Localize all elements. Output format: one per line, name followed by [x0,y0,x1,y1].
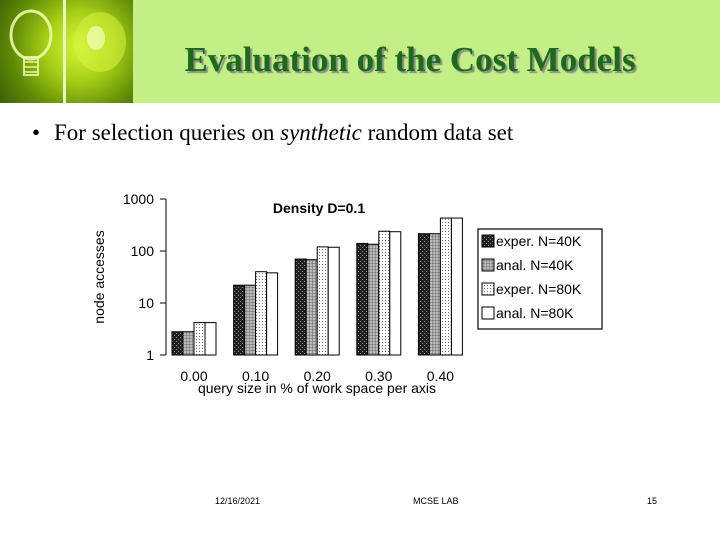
slide-title: Evaluation of the Cost Models [184,40,636,79]
bar [244,284,257,356]
legend-label: anal. N=40K [496,257,574,273]
bar [428,233,441,356]
bullet-text-emph: synthetic [280,120,362,145]
bullet-dot: • [32,120,41,145]
bullet-text-after: random data set [361,120,514,145]
x-tick-label: 0.20 [304,368,331,384]
legend-swatch [481,258,495,272]
bullet-text: • For selection queries on synthetic rand… [32,120,513,146]
legend-box [477,228,603,330]
bar [356,242,369,356]
footer-date: 12/16/2021 [215,496,261,506]
bullet-text-before: For selection queries on [54,120,281,145]
bar [204,322,217,356]
y-tick-label: 100 [131,243,155,259]
bar [294,258,307,356]
slide-header: Evaluation of the Cost Models [0,0,720,103]
bar [439,217,452,356]
bar [316,246,329,356]
bar [417,233,430,356]
legend-label: exper. N=40K [496,233,582,249]
x-tick-label: 0.40 [427,368,454,384]
x-tick-label: 0.10 [242,368,269,384]
bar [327,246,340,356]
chart-title: Density D=0.1 [273,200,365,216]
lightbulb-image [0,0,133,103]
bar [378,230,391,356]
y-axis-label: node accesses [91,230,107,323]
legend-swatch [481,234,495,248]
bar-chart: 1 10 100 1000 node accesses Density D=0.1 0.00… [84,185,624,405]
bar [389,231,402,356]
bar [266,272,279,356]
footer-center: MCSE LAB [413,496,459,506]
y-tick-label: 1000 [123,191,154,207]
legend-swatch [481,306,495,320]
bar [255,271,268,356]
bar [450,217,463,356]
y-tick-label: 10 [138,295,154,311]
x-tick-label: 0.00 [180,368,207,384]
legend-swatch [481,282,495,296]
bar [193,322,206,356]
bar [367,243,380,356]
x-tick-label: 0.30 [365,368,392,384]
bar [233,284,246,356]
bar [305,259,318,356]
legend-label: anal. N=80K [496,305,574,321]
y-tick-label: 1 [146,347,154,363]
bar [182,331,195,356]
footer-page-number: 15 [647,496,658,506]
bar [171,331,184,356]
legend-label: exper. N=80K [496,281,582,297]
x-axis-label: query size in % of work space per axis [198,380,436,396]
chart-svg: 1 10 100 1000 node accesses Density D=0.1 0.00… [91,191,603,396]
